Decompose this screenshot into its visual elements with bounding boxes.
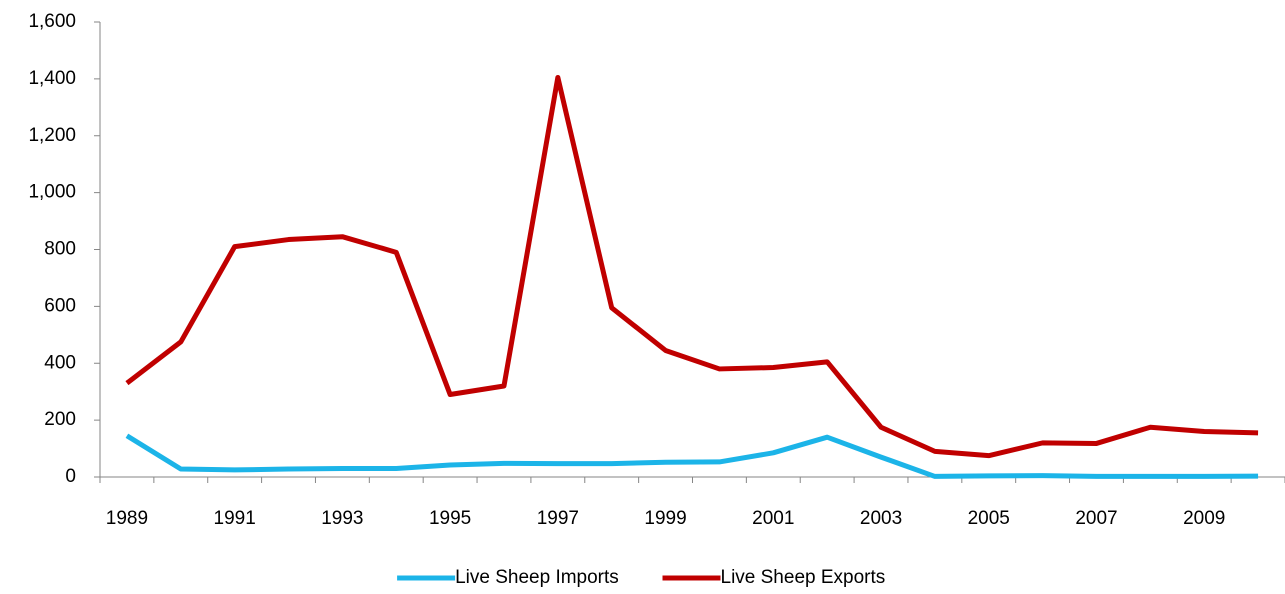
y-tick-label: 600 (44, 295, 76, 316)
x-tick-label: 1999 (644, 508, 686, 529)
series-line (125, 74, 1259, 459)
y-tick-label: 1,400 (28, 68, 76, 89)
x-tick-label: 1991 (214, 508, 256, 529)
x-tick-label: 2001 (752, 508, 794, 529)
legend-label: Live Sheep Imports (455, 567, 619, 588)
x-tick-label: 1995 (429, 508, 471, 529)
x-tick-label: 2009 (1183, 508, 1225, 529)
y-tick-label: 800 (44, 239, 76, 260)
x-tick-label: 1997 (537, 508, 579, 529)
x-tick-label: 1989 (106, 508, 148, 529)
y-tick-label: 1,600 (28, 11, 76, 32)
x-tick-label: 2003 (860, 508, 902, 529)
x-tick-label: 1993 (321, 508, 363, 529)
series-line (125, 433, 1259, 479)
x-tick-label: 2005 (968, 508, 1010, 529)
y-tick-label: 200 (44, 409, 76, 430)
y-tick-label: 0 (65, 466, 76, 487)
y-tick-label: 400 (44, 352, 76, 373)
y-tick-label: 1,200 (28, 125, 76, 146)
y-tick-label: 1,000 (28, 182, 76, 203)
legend-label: Live Sheep Exports (721, 567, 886, 588)
x-tick-label: 2007 (1075, 508, 1117, 529)
